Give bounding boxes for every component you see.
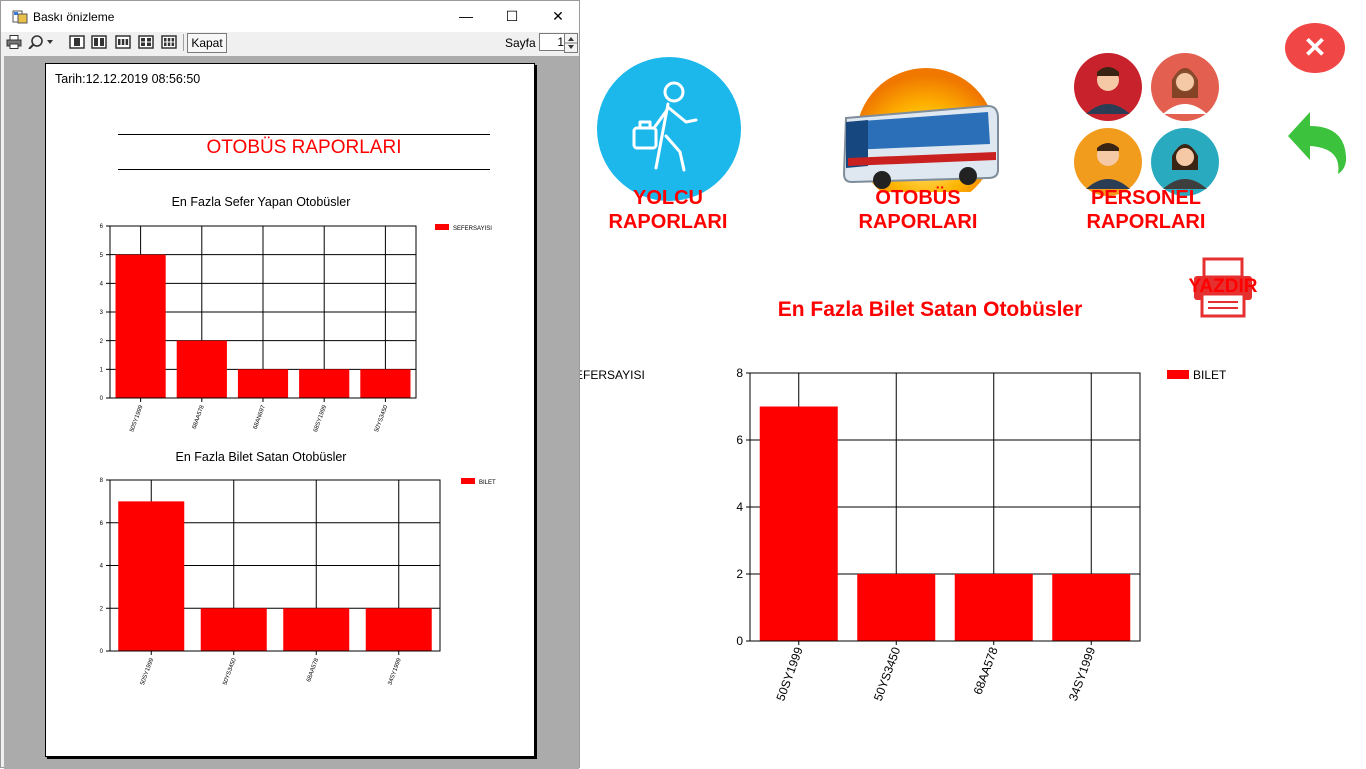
app-close-button[interactable]: ✕ — [1285, 23, 1345, 73]
x-tick-label: 50SY1999 — [773, 645, 805, 703]
y-tick-label: 6 — [100, 224, 104, 230]
x-tick-label: 50YS3450 — [374, 404, 389, 433]
plot-frame — [749, 372, 1141, 642]
personel-raporlari-button[interactable] — [1072, 52, 1222, 198]
bar — [283, 608, 350, 651]
otobus-raporlari-label[interactable]: OTOBÜS RAPORLARI — [858, 187, 978, 233]
traveler-icon — [597, 57, 741, 201]
bar — [176, 340, 227, 398]
x-tick-label: 68SY1999 — [313, 404, 328, 433]
x-tick-label: 68AA578 — [971, 645, 1001, 696]
y-tick-label: 5 — [100, 253, 104, 259]
x-tick-label: 50YS3450 — [223, 657, 238, 686]
y-tick-label: 0 — [100, 649, 104, 655]
report-title: OTOBÜS RAPORLARI — [206, 137, 402, 158]
y-tick-label: 4 — [100, 564, 104, 570]
x-tick-label: 34SY1999 — [1066, 645, 1098, 703]
title-rule-bottom — [118, 169, 490, 170]
yolcu-raporlari-button[interactable] — [596, 56, 742, 202]
main-chart: 0 2 4 6 8 50SY1999 50YS3450 68AA578 34SY1999 BILE… — [736, 366, 1227, 703]
legend-swatch — [1167, 370, 1189, 379]
x-tick-label: 34SY1999 — [388, 657, 403, 686]
y-tick-label: 2 — [736, 567, 743, 581]
legend-label: SEFERSAYISI — [453, 226, 492, 232]
three-pages-icon[interactable] — [115, 35, 131, 49]
y-tick-label: 1 — [100, 367, 104, 373]
spin-arrows-icon — [565, 37, 577, 49]
bar — [954, 574, 1033, 641]
y-tick-label: 4 — [100, 281, 104, 287]
y-tick-label: 8 — [100, 478, 104, 484]
bar — [759, 406, 838, 641]
bar — [857, 574, 936, 641]
bar — [118, 501, 185, 651]
print-button[interactable]: YAZDIR — [1186, 256, 1260, 320]
y-tick-label: 3 — [100, 310, 104, 316]
title-rule-top — [118, 134, 490, 135]
maximize-button[interactable]: ☐ — [505, 8, 519, 24]
bus-icon — [842, 68, 999, 208]
y-tick-label: 2 — [100, 606, 104, 612]
minimize-button[interactable]: — — [459, 8, 473, 24]
x-tick-label: 50SY1999 — [129, 404, 144, 433]
paper-chart2: 0 2 4 6 8 50SY1999 50YS3450 68AA578 34SY1999 BILE… — [100, 478, 496, 686]
one-page-icon[interactable] — [69, 35, 85, 49]
y-tick-label: 2 — [100, 339, 104, 345]
dialog-close-button[interactable]: ✕ — [552, 8, 564, 24]
main-chart-title: En Fazla Bilet Satan Otobüsler — [777, 298, 1083, 321]
preview-toolbar: Kapat Sayfa 1 — [1, 32, 579, 54]
paper-chart1: 0 1 2 3 4 5 6 50SY1999 68AA578 68AN697 68SY1999 50Y… — [100, 224, 492, 433]
plot-frame — [109, 479, 441, 652]
bar — [200, 608, 267, 651]
bar — [237, 369, 289, 398]
close-icon: ✕ — [1303, 32, 1327, 63]
kapat-button[interactable]: Kapat — [187, 33, 227, 53]
y-tick-label: 0 — [736, 634, 743, 648]
y-tick-label: 8 — [736, 366, 743, 380]
hidden-chart-legend: SEFERSAYISI — [567, 368, 645, 382]
four-pages-icon[interactable] — [138, 35, 154, 49]
otobus-raporlari-button[interactable] — [838, 66, 1002, 208]
staff-icon — [1074, 53, 1219, 196]
bar — [360, 369, 411, 398]
y-tick-label: 0 — [100, 396, 104, 402]
y-tick-label: 4 — [736, 500, 743, 514]
x-tick-label: 68AA578 — [306, 657, 320, 683]
legend-swatch — [435, 224, 449, 230]
sayfa-label: Sayfa — [505, 36, 536, 50]
yolcu-raporlari-label[interactable]: YOLCU RAPORLARI — [608, 187, 728, 233]
x-tick-label: 50YS3450 — [871, 645, 903, 703]
print-label: YAZDIR — [1188, 276, 1258, 297]
paper-chart2-title: En Fazla Bilet Satan Otobüsler — [175, 450, 347, 464]
x-tick-label: 50SY1999 — [140, 657, 155, 686]
x-tick-label: 68AA578 — [192, 404, 206, 430]
print-preview-window-icon — [12, 10, 28, 24]
back-button[interactable] — [1284, 108, 1350, 176]
preview-page: Tarih:12.12.2019 08:56:50 OTOBÜS RAPORLA… — [45, 63, 535, 757]
x-tick-label: 68AN697 — [253, 404, 267, 430]
dialog-title: Baskı önizleme — [33, 10, 115, 24]
legend-label: BILET — [479, 480, 496, 486]
bar — [365, 608, 432, 651]
page-spinner[interactable] — [564, 33, 578, 53]
y-tick-label: 6 — [736, 433, 743, 447]
printer-icon[interactable] — [6, 35, 22, 49]
legend-swatch — [461, 478, 475, 484]
bar — [115, 254, 166, 398]
toolbar-separator — [183, 34, 184, 51]
bar — [299, 369, 350, 398]
paper-chart1-title: En Fazla Sefer Yapan Otobüsler — [171, 195, 351, 209]
report-date: Tarih:12.12.2019 08:56:50 — [55, 72, 201, 86]
personel-raporlari-label[interactable]: PERSONEL RAPORLARI — [1086, 187, 1206, 233]
dialog-titlebar[interactable]: Baskı önizleme — ☐ ✕ — [1, 1, 579, 32]
legend-label: BILET — [1193, 368, 1227, 382]
two-pages-icon[interactable] — [91, 35, 107, 49]
bar — [1052, 574, 1131, 641]
six-pages-icon[interactable] — [161, 35, 177, 49]
zoom-icon[interactable] — [28, 35, 56, 49]
print-preview-dialog: Baskı önizleme — ☐ ✕ — [0, 0, 580, 769]
y-tick-label: 6 — [100, 521, 104, 527]
printer-icon — [1194, 257, 1252, 318]
undo-arrow-icon — [1288, 112, 1347, 174]
